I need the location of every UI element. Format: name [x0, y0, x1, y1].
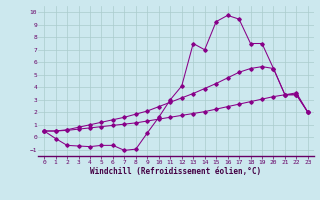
X-axis label: Windchill (Refroidissement éolien,°C): Windchill (Refroidissement éolien,°C) [91, 167, 261, 176]
